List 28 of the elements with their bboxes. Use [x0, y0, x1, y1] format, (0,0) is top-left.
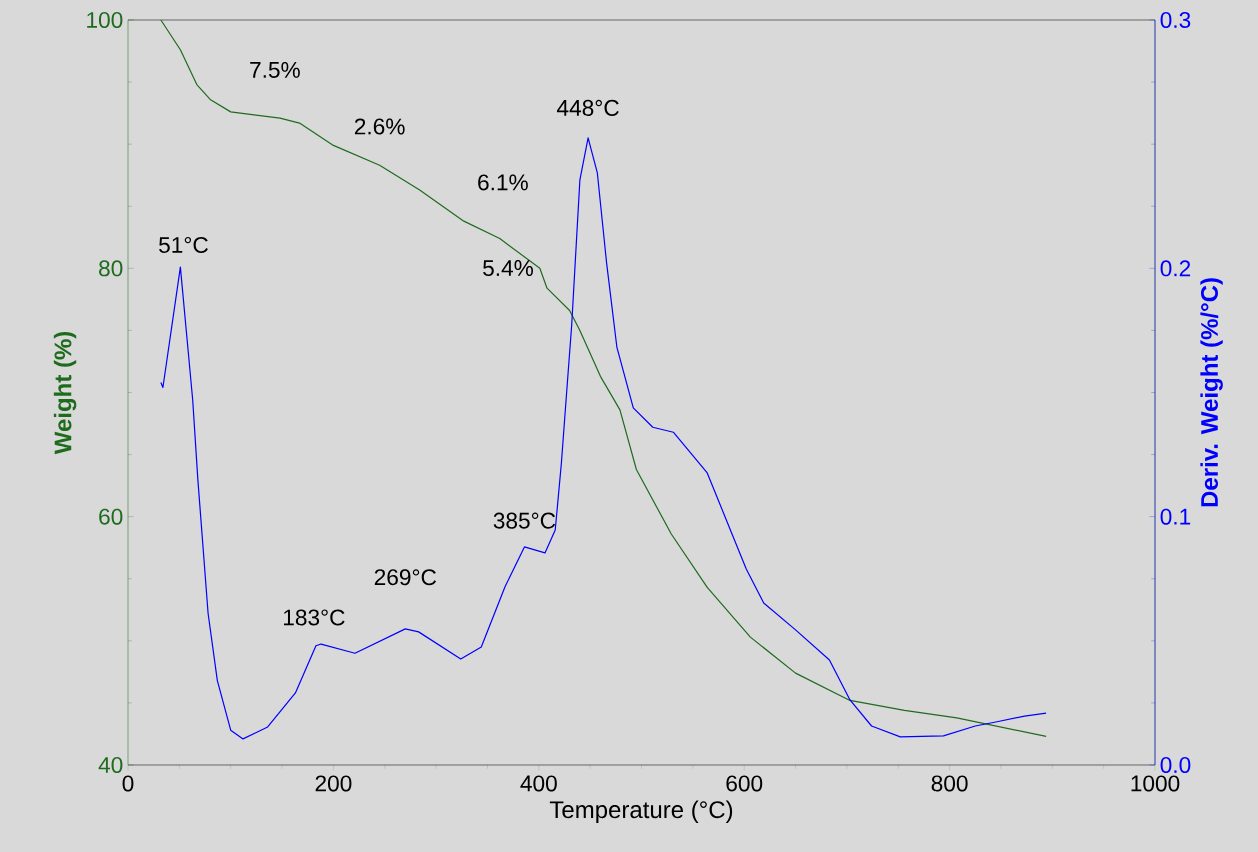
y2-axis-title: Deriv. Weight (%/°C): [1200, 278, 1223, 507]
y-tick-label: 40: [98, 756, 123, 774]
y-tick-label: 60: [99, 508, 123, 525]
y-tick-label: 80: [99, 260, 123, 277]
x-tick-label: 600: [726, 775, 763, 792]
annotation: 448°C: [557, 99, 619, 116]
x-axis-title: Temperature (°C): [549, 800, 733, 823]
y2-tick-label: 0.1: [1160, 508, 1191, 525]
x-tick-label: 1000: [1131, 775, 1180, 792]
annotation: 51°C: [159, 236, 208, 254]
annotation: 2.6%: [354, 118, 405, 135]
y2-tick-label: 0.3: [1160, 11, 1191, 29]
y-axis-title: Weight (%): [53, 331, 77, 455]
x-tick-label: 0: [122, 775, 134, 792]
line-series: [160, 19, 1047, 738]
line-series: [160, 137, 1047, 740]
x-tick-label: 400: [520, 775, 557, 792]
annotation: 269°C: [374, 569, 437, 586]
x-tick-label: 200: [315, 775, 352, 792]
y2-tick-label: 0.0: [1160, 756, 1191, 774]
annotation: 385°C: [493, 512, 556, 529]
y-tick-label: 100: [87, 11, 123, 29]
annotation: 5.4%: [483, 260, 534, 277]
x-tick-label: 800: [931, 775, 968, 792]
annotation: 7.5%: [250, 61, 300, 78]
annotation: 183°C: [284, 609, 345, 626]
y2-tick-label: 0.2: [1160, 260, 1191, 277]
annotation: 6.1%: [478, 174, 528, 191]
